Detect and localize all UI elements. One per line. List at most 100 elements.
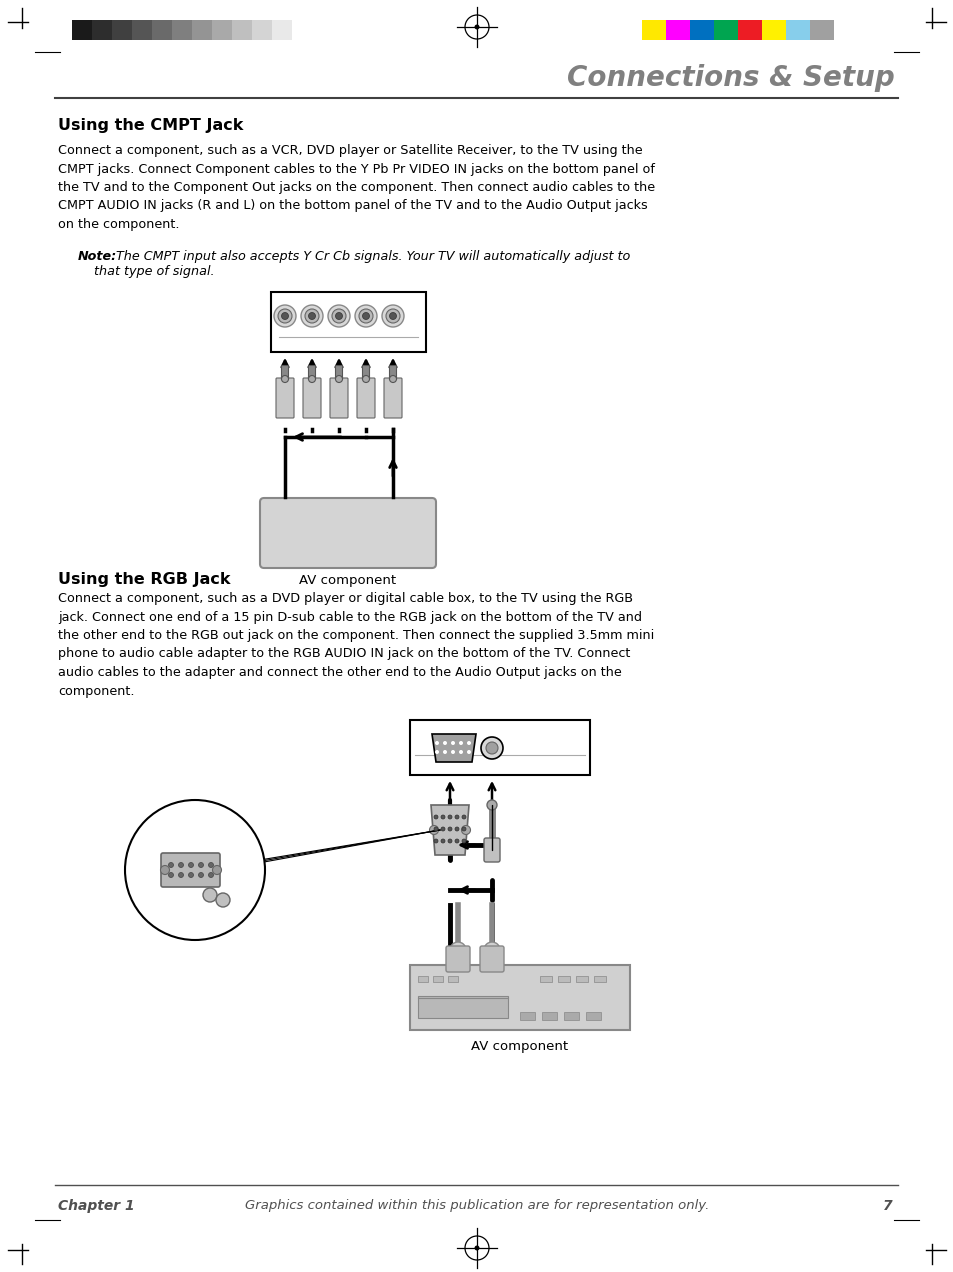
Wedge shape <box>387 377 398 382</box>
Circle shape <box>301 305 323 327</box>
Wedge shape <box>331 392 347 399</box>
Wedge shape <box>306 377 317 382</box>
Bar <box>152 20 172 39</box>
Bar <box>761 20 785 39</box>
Circle shape <box>461 840 465 843</box>
Circle shape <box>448 815 452 819</box>
Polygon shape <box>432 734 476 762</box>
FancyBboxPatch shape <box>260 499 436 569</box>
Bar <box>665 20 689 39</box>
Text: Connect a component, such as a DVD player or digital cable box, to the TV using : Connect a component, such as a DVD playe… <box>58 591 654 697</box>
Circle shape <box>435 750 438 754</box>
Wedge shape <box>357 392 374 399</box>
FancyBboxPatch shape <box>384 378 401 418</box>
FancyBboxPatch shape <box>161 854 220 887</box>
Circle shape <box>483 943 499 958</box>
Bar <box>539 976 552 982</box>
Circle shape <box>448 827 452 831</box>
Circle shape <box>389 375 396 383</box>
Circle shape <box>474 24 479 29</box>
Circle shape <box>355 305 376 327</box>
Circle shape <box>125 800 265 940</box>
Circle shape <box>335 313 342 319</box>
Circle shape <box>429 826 438 834</box>
Circle shape <box>467 750 471 754</box>
Circle shape <box>274 305 295 327</box>
Bar <box>271 293 426 352</box>
Circle shape <box>440 840 444 843</box>
Bar <box>563 1013 578 1020</box>
Circle shape <box>467 742 471 745</box>
Bar <box>112 20 132 39</box>
Circle shape <box>485 742 497 754</box>
Circle shape <box>435 742 438 745</box>
Circle shape <box>440 815 444 819</box>
Bar <box>272 20 292 39</box>
Wedge shape <box>279 377 291 382</box>
Wedge shape <box>306 388 317 394</box>
Wedge shape <box>387 401 398 406</box>
Circle shape <box>213 865 221 875</box>
Circle shape <box>440 827 444 831</box>
Text: Note:: Note: <box>78 251 117 263</box>
Text: AV component: AV component <box>299 574 396 586</box>
Bar <box>410 720 589 775</box>
Circle shape <box>458 742 462 745</box>
Polygon shape <box>431 805 469 855</box>
Bar <box>576 976 587 982</box>
FancyBboxPatch shape <box>275 378 294 418</box>
Circle shape <box>281 375 288 383</box>
Wedge shape <box>279 388 291 394</box>
Circle shape <box>328 305 350 327</box>
Circle shape <box>178 862 183 868</box>
Bar <box>809 20 833 39</box>
Bar <box>335 365 342 379</box>
Circle shape <box>308 313 315 319</box>
Bar <box>308 365 315 379</box>
Wedge shape <box>306 401 317 406</box>
Bar <box>132 20 152 39</box>
Text: Connect a component, such as a VCR, DVD player or Satellite Receiver, to the TV : Connect a component, such as a VCR, DVD … <box>58 144 655 232</box>
Wedge shape <box>304 380 319 388</box>
Circle shape <box>281 313 288 319</box>
Bar <box>433 976 442 982</box>
Bar <box>292 20 312 39</box>
Circle shape <box>381 305 403 327</box>
Wedge shape <box>385 380 400 388</box>
Wedge shape <box>360 401 372 406</box>
Circle shape <box>480 736 502 759</box>
Circle shape <box>434 840 437 843</box>
Circle shape <box>189 873 193 878</box>
Circle shape <box>442 750 447 754</box>
Wedge shape <box>357 404 374 412</box>
Wedge shape <box>385 404 400 412</box>
Circle shape <box>277 309 292 323</box>
Wedge shape <box>357 380 374 388</box>
Circle shape <box>455 840 458 843</box>
Circle shape <box>458 750 462 754</box>
Circle shape <box>198 873 203 878</box>
Text: that type of signal.: that type of signal. <box>94 265 214 279</box>
Circle shape <box>305 309 318 323</box>
Wedge shape <box>333 388 344 394</box>
Circle shape <box>308 375 315 383</box>
Circle shape <box>455 815 458 819</box>
Wedge shape <box>385 392 400 399</box>
Text: Using the RGB Jack: Using the RGB Jack <box>58 572 231 586</box>
Text: Chapter 1: Chapter 1 <box>58 1199 134 1213</box>
Circle shape <box>335 375 342 383</box>
Bar <box>362 365 369 379</box>
Circle shape <box>461 827 465 831</box>
FancyBboxPatch shape <box>483 838 499 862</box>
Circle shape <box>451 750 455 754</box>
Wedge shape <box>333 401 344 406</box>
Wedge shape <box>331 404 347 412</box>
Bar <box>192 20 212 39</box>
Wedge shape <box>276 380 293 388</box>
Circle shape <box>389 313 396 319</box>
Bar <box>410 965 629 1030</box>
Bar <box>558 976 569 982</box>
Text: Using the CMPT Jack: Using the CMPT Jack <box>58 118 243 134</box>
Circle shape <box>442 742 447 745</box>
Bar <box>594 976 605 982</box>
